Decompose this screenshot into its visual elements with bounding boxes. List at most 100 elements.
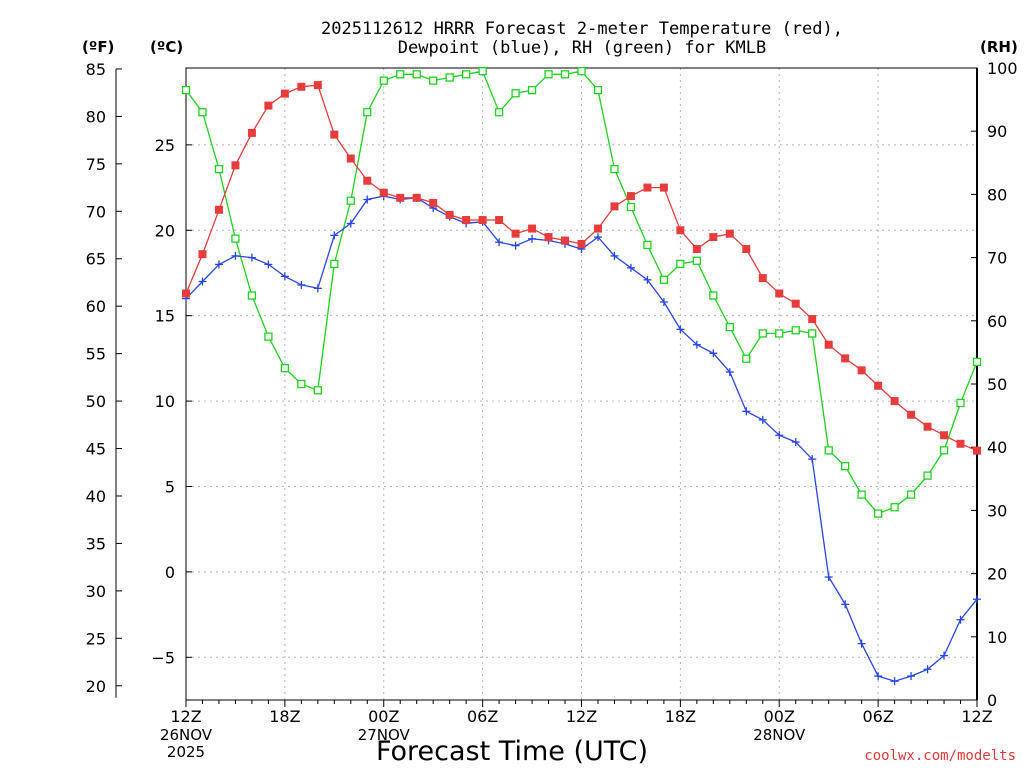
temperature-point: [231, 161, 240, 170]
temperature-point: [182, 289, 190, 298]
fahrenheit-tick-label: 75: [86, 155, 106, 174]
rh-point: [824, 446, 833, 455]
fahrenheit-tick-label: 85: [86, 60, 106, 79]
x-axis-title: Forecast Time (UTC): [376, 736, 648, 767]
fahrenheit-tick-label: 30: [86, 582, 106, 601]
rh-point: [692, 256, 702, 265]
rh-point: [478, 67, 487, 76]
rh-point: [412, 70, 421, 79]
rh-point: [775, 329, 784, 338]
fahrenheit-tick-label: 35: [86, 534, 106, 553]
dewpoint-point: [528, 234, 537, 243]
fahrenheit-tick-label: 25: [86, 629, 106, 648]
rh-point: [313, 386, 322, 395]
dewpoint-point: [841, 600, 850, 609]
rh-tick-label: 0: [987, 691, 997, 710]
rh-point: [231, 234, 240, 243]
temperature-point: [758, 274, 767, 283]
temperature-point: [857, 366, 866, 375]
temperature-point: [561, 236, 570, 245]
fahrenheit-tick-label: 60: [86, 297, 106, 316]
rh-point: [923, 471, 932, 480]
rh-point: [560, 70, 570, 79]
dewpoint-point: [791, 438, 800, 447]
rh-point: [742, 354, 751, 363]
dewpoint-point: [709, 349, 718, 358]
series: [181, 67, 982, 686]
dewpoint-point: [198, 277, 207, 286]
dewpoint-point: [890, 677, 899, 686]
celsius-tick-label: 5: [165, 477, 175, 496]
dewpoint-point: [264, 260, 273, 269]
celsius-tick-label: 0: [165, 563, 175, 582]
rh-point: [544, 70, 553, 79]
rh-point: [972, 357, 982, 367]
x-tick-label: 18Z: [665, 707, 696, 726]
temperature-point: [478, 216, 487, 225]
dewpoint-point: [313, 284, 322, 293]
temperature-point: [610, 202, 619, 211]
dewpoint-point: [214, 260, 223, 269]
fahrenheit-tick-label: 40: [86, 487, 106, 506]
dewpoint-point: [280, 272, 289, 281]
rh-point: [791, 326, 800, 335]
rh-point: [956, 398, 965, 408]
temperature-point: [346, 154, 355, 163]
temperature-point: [412, 193, 421, 202]
temperature-point: [396, 193, 405, 202]
dewpoint-point: [940, 651, 949, 660]
x-tick-label: 12Z: [566, 707, 597, 726]
temperature-point: [297, 82, 306, 91]
dewpoint-point: [610, 251, 619, 260]
temperature-point: [659, 183, 668, 192]
rh-point: [363, 108, 372, 117]
fahrenheit-tick-label: 70: [86, 202, 106, 221]
temperature-point: [214, 205, 223, 214]
dewpoint-point: [775, 431, 784, 440]
x-tick-label: 18Z: [269, 707, 300, 726]
x-tick-label: 12Z: [170, 707, 201, 726]
dewpoint-point: [346, 219, 355, 228]
rh-point: [758, 329, 767, 338]
x-year-label: 2025: [167, 743, 205, 761]
rh-point: [181, 85, 191, 95]
axes: 2025303540455055606570758085−50510152025…: [86, 59, 1018, 761]
rh-tick-label: 20: [987, 565, 1007, 584]
rh-point: [906, 490, 916, 499]
temperature-point: [593, 224, 602, 233]
rh-point: [939, 446, 949, 455]
dewpoint-point: [626, 263, 635, 272]
x-date-label: 26NOV: [160, 726, 213, 744]
rh-tick-label: 80: [987, 185, 1007, 204]
rh-point: [445, 73, 454, 82]
temperature-point: [940, 431, 949, 440]
rh-point: [511, 89, 520, 98]
dewpoint-point: [247, 253, 256, 262]
fahrenheit-tick-label: 80: [86, 107, 106, 126]
rh-point: [610, 164, 619, 174]
temperature-point: [874, 381, 883, 390]
chart-title-line2: Dewpoint (blue), RH (green) for KMLB: [398, 38, 766, 58]
temperature-point: [725, 229, 734, 238]
rh-point: [330, 259, 339, 269]
unit-rh-label: (RH): [980, 38, 1018, 56]
rh-point: [527, 85, 537, 95]
dewpoint-point: [956, 615, 965, 624]
rh-point: [890, 503, 899, 512]
rh-tick-label: 90: [987, 122, 1007, 141]
dewpoint-point: [330, 231, 339, 240]
unit-fahrenheit-label: (ºF): [82, 38, 114, 56]
dewpoint-point: [758, 415, 767, 424]
dewpoint-point: [874, 672, 883, 681]
celsius-tick-label: 15: [155, 307, 175, 326]
fahrenheit-tick-label: 65: [86, 250, 106, 269]
dewpoint-point: [973, 595, 981, 604]
temperature-point: [495, 216, 504, 225]
temperature-point: [709, 233, 718, 242]
fahrenheit-tick-label: 45: [86, 440, 106, 459]
temperature-point: [775, 289, 784, 298]
rh-tick-label: 10: [987, 628, 1007, 647]
chart-title-line1: 2025112612 HRRR Forecast 2-meter Tempera…: [321, 19, 843, 39]
rh-point: [214, 164, 224, 174]
temperature-point: [379, 188, 388, 197]
